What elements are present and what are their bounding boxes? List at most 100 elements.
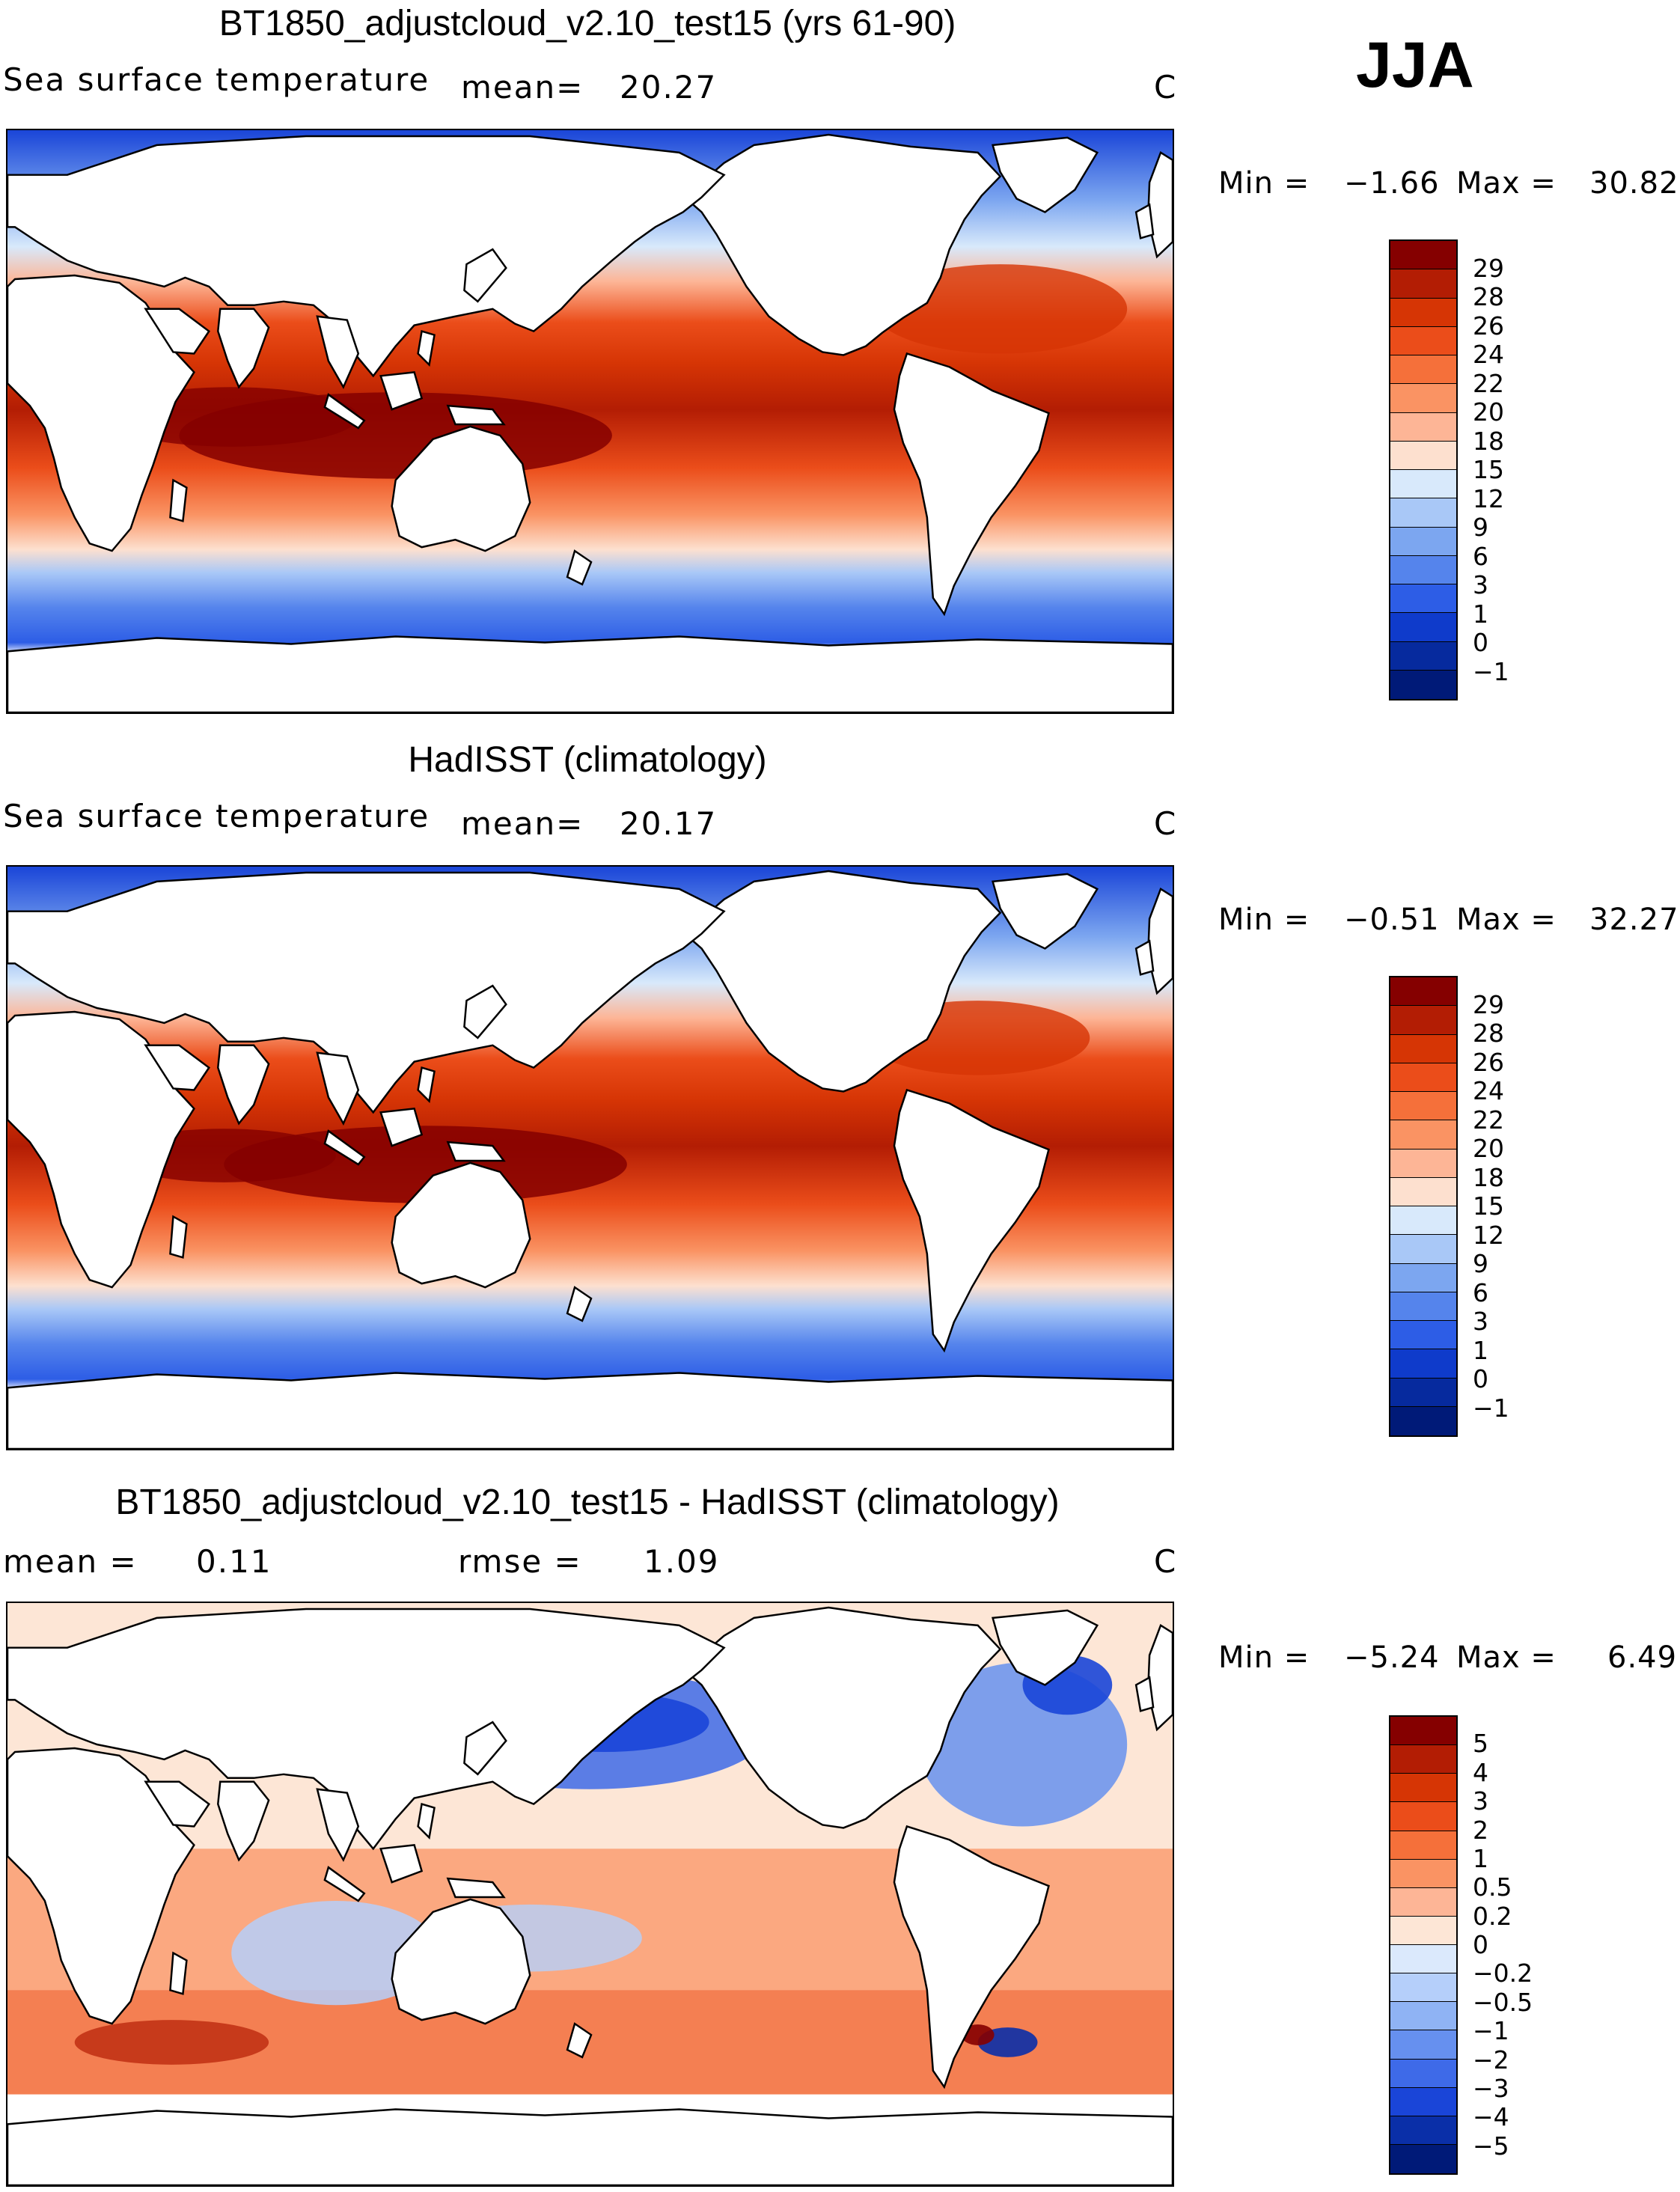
colorbar-tick-label: 2 — [1473, 1815, 1488, 1845]
colorbar-tick-label: 3 — [1473, 1786, 1488, 1816]
colorbar-box — [1390, 977, 1456, 1007]
colorbar-tick-label: 20 — [1473, 397, 1504, 427]
colorbar-box — [1390, 1406, 1456, 1435]
colorbar-tick-label: 1 — [1473, 1335, 1488, 1365]
panel-2-max-label: Max = — [1456, 903, 1557, 937]
colorbar-box — [1390, 241, 1456, 270]
panel-3-rmse-label: rmse = — [458, 1543, 582, 1580]
panel-1-colorbar — [1389, 239, 1458, 700]
colorbar-tick-label: 22 — [1473, 1105, 1504, 1135]
colorbar-box — [1390, 1120, 1456, 1150]
colorbar-tick-label: 15 — [1473, 1191, 1504, 1221]
colorbar-box — [1390, 1774, 1456, 1803]
colorbar-tick-label: 12 — [1473, 483, 1504, 513]
colorbar-tick-label: 6 — [1473, 1277, 1488, 1307]
colorbar-tick-label: 29 — [1473, 989, 1504, 1019]
panel-3-rmse-value: 1.09 — [644, 1543, 720, 1580]
colorbar-box — [1390, 1745, 1456, 1774]
panel-2-max-value: 32.27 — [1589, 903, 1679, 937]
colorbar-box — [1390, 298, 1456, 327]
colorbar-tick-label: 1 — [1473, 1843, 1488, 1873]
colorbar-tick-label: 12 — [1473, 1220, 1504, 1250]
colorbar-box — [1390, 384, 1456, 413]
colorbar-box — [1390, 1916, 1456, 1945]
season-label: JJA — [1356, 29, 1474, 101]
panel-2-variable: Sea surface temperature — [3, 798, 430, 834]
colorbar-box — [1390, 670, 1456, 699]
colorbar-box — [1390, 269, 1456, 299]
panel-3-min-label: Min = — [1218, 1640, 1310, 1675]
colorbar-box — [1390, 1321, 1456, 1350]
colorbar-tick-label: 4 — [1473, 1757, 1488, 1787]
colorbar-tick-label: 18 — [1473, 1162, 1504, 1192]
colorbar-box — [1390, 584, 1456, 614]
panel-2-colorbar — [1389, 976, 1458, 1437]
colorbar-tick-label: −4 — [1473, 2102, 1509, 2132]
colorbar-tick-label: 9 — [1473, 1249, 1488, 1278]
panel-2-title: HadISST (climatology) — [408, 740, 767, 780]
colorbar-tick-label: 9 — [1473, 513, 1488, 542]
colorbar-tick-label: −5 — [1473, 2131, 1509, 2161]
colorbar-tick-label: −2 — [1473, 2045, 1509, 2075]
colorbar-tick-label: 0 — [1473, 1364, 1488, 1393]
colorbar-box — [1390, 1206, 1456, 1236]
panel-1-max-label: Max = — [1456, 166, 1557, 201]
colorbar-box — [1390, 470, 1456, 499]
colorbar-box — [1390, 2116, 1456, 2145]
panel-1-max-value: 30.82 — [1589, 166, 1679, 201]
colorbar-box — [1390, 1292, 1456, 1321]
panel-1-map — [6, 129, 1174, 714]
colorbar-box — [1390, 1006, 1456, 1035]
colorbar-tick-label: 5 — [1473, 1729, 1488, 1759]
colorbar-box — [1390, 1349, 1456, 1379]
colorbar-box — [1390, 1263, 1456, 1292]
colorbar-box — [1390, 2087, 1456, 2116]
panel-1-min-value: −1.66 — [1344, 166, 1440, 201]
colorbar-box — [1390, 441, 1456, 470]
colorbar-tick-label: 6 — [1473, 541, 1488, 571]
panel-3-max-label: Max = — [1456, 1640, 1557, 1675]
panel-2-mean-label: mean= — [461, 805, 584, 842]
colorbar-tick-label: 0 — [1473, 1930, 1488, 1959]
colorbar-tick-label: 29 — [1473, 253, 1504, 283]
colorbar-box — [1390, 2059, 1456, 2088]
panel-1-mean-value: 20.27 — [620, 69, 718, 106]
colorbar-box — [1390, 1717, 1456, 1746]
colorbar-tick-label: −1 — [1473, 2016, 1509, 2046]
colorbar-tick-label: −0.5 — [1473, 1987, 1533, 2017]
colorbar-tick-label: 20 — [1473, 1134, 1504, 1163]
colorbar-box — [1390, 1831, 1456, 1860]
colorbar-box — [1390, 1235, 1456, 1264]
colorbar-box — [1390, 1063, 1456, 1092]
colorbar-box — [1390, 355, 1456, 385]
colorbar-box — [1390, 1887, 1456, 1917]
panel-1-variable: Sea surface temperature — [3, 61, 430, 98]
panel-1-unit: C — [1154, 69, 1176, 106]
colorbar-box — [1390, 1034, 1456, 1063]
colorbar-tick-label: 28 — [1473, 1019, 1504, 1048]
colorbar-box — [1390, 1973, 1456, 2003]
colorbar-box — [1390, 527, 1456, 556]
colorbar-box — [1390, 412, 1456, 442]
colorbar-box — [1390, 498, 1456, 528]
colorbar-tick-label: 24 — [1473, 1076, 1504, 1105]
colorbar-box — [1390, 1177, 1456, 1206]
panel-3-mean-label: mean = — [3, 1543, 138, 1580]
colorbar-tick-label: −1 — [1473, 1393, 1509, 1423]
colorbar-tick-label: 26 — [1473, 311, 1504, 341]
colorbar-box — [1390, 1802, 1456, 1831]
colorbar-box — [1390, 1149, 1456, 1178]
colorbar-box — [1390, 1092, 1456, 1121]
colorbar-box — [1390, 613, 1456, 642]
panel-2-unit: C — [1154, 805, 1176, 842]
colorbar-box — [1390, 1945, 1456, 1974]
panel-2-map — [6, 865, 1174, 1450]
colorbar-box — [1390, 1859, 1456, 1888]
colorbar-tick-label: 0.5 — [1473, 1872, 1512, 1902]
panel-1-mean-label: mean= — [461, 69, 584, 106]
panel-2-min-value: −0.51 — [1344, 903, 1440, 937]
colorbar-tick-label: 26 — [1473, 1047, 1504, 1077]
panel-2-mean-value: 20.17 — [620, 805, 718, 842]
colorbar-box — [1390, 2030, 1456, 2060]
colorbar-box — [1390, 555, 1456, 584]
